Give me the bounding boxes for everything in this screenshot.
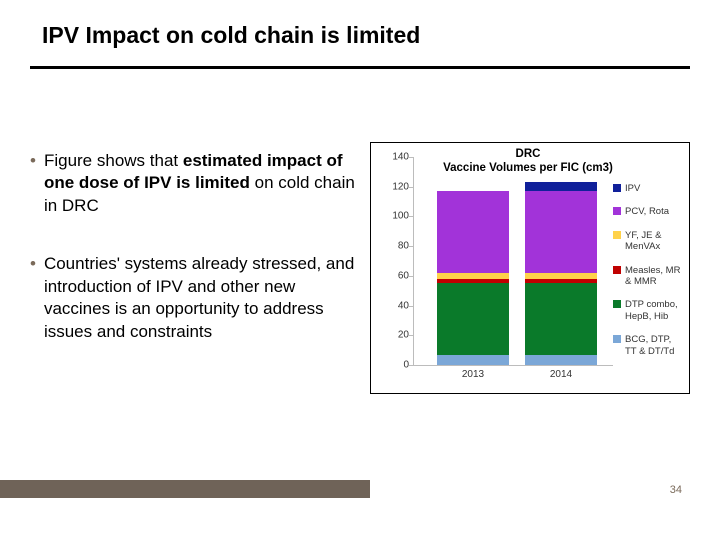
bullet-text: Figure shows that estimated impact of on…: [44, 150, 360, 217]
footer-bar: [0, 480, 370, 498]
legend-item: YF, JE & MenVAx: [613, 230, 683, 253]
bar-segment: [437, 191, 509, 273]
legend-swatch: [613, 207, 621, 215]
y-tick-label: 140: [385, 152, 409, 163]
slide-title: IPV Impact on cold chain is limited: [42, 22, 420, 49]
bullet-item: • Countries' systems already stressed, a…: [30, 253, 360, 343]
y-tick-label: 20: [385, 330, 409, 341]
bar-segment: [437, 355, 509, 365]
page-number: 34: [670, 484, 682, 496]
y-tick-mark: [409, 187, 413, 188]
bar-column: [525, 182, 597, 365]
y-tick-mark: [409, 276, 413, 277]
legend-swatch: [613, 184, 621, 192]
legend-label: DTP combo, HepB, Hib: [625, 299, 683, 322]
legend-item: Measles, MR & MMR: [613, 265, 683, 288]
y-tick-label: 40: [385, 300, 409, 311]
y-tick-label: 0: [385, 360, 409, 371]
x-tick-label: 2013: [437, 369, 509, 380]
bullet-list: • Figure shows that estimated impact of …: [30, 150, 360, 379]
chart-plot-area: 02040608010012014020132014: [413, 157, 613, 365]
y-tick-label: 120: [385, 181, 409, 192]
y-tick-mark: [409, 246, 413, 247]
y-tick-mark: [409, 306, 413, 307]
bar-segment: [525, 191, 597, 273]
y-tick-mark: [409, 216, 413, 217]
bullet-text-pre: Countries' systems already stressed, and…: [44, 254, 354, 340]
x-axis: [413, 365, 613, 366]
y-tick-label: 80: [385, 241, 409, 252]
legend-item: IPV: [613, 183, 683, 194]
chart-legend: IPV PCV, Rota YF, JE & MenVAx Measles, MR &…: [613, 183, 683, 369]
y-tick-mark: [409, 157, 413, 158]
bullet-text: Countries' systems already stressed, and…: [44, 253, 360, 343]
bar-segment: [437, 283, 509, 354]
x-tick-label: 2014: [525, 369, 597, 380]
legend-item: BCG, DTP, TT & DT/Td: [613, 334, 683, 357]
title-rule: [30, 66, 690, 69]
y-tick-mark: [409, 335, 413, 336]
legend-label: YF, JE & MenVAx: [625, 230, 683, 253]
y-tick-label: 100: [385, 211, 409, 222]
legend-item: DTP combo, HepB, Hib: [613, 299, 683, 322]
legend-swatch: [613, 231, 621, 239]
bullet-marker-icon: •: [30, 150, 36, 217]
legend-swatch: [613, 266, 621, 274]
bar-segment: [525, 182, 597, 191]
legend-swatch: [613, 335, 621, 343]
bar-segment: [525, 355, 597, 365]
bar-column: [437, 191, 509, 365]
y-tick-mark: [409, 365, 413, 366]
y-axis: [413, 157, 414, 365]
bar-segment: [525, 283, 597, 354]
bullet-marker-icon: •: [30, 253, 36, 343]
legend-label: Measles, MR & MMR: [625, 265, 683, 288]
legend-swatch: [613, 300, 621, 308]
legend-label: IPV: [625, 183, 683, 194]
bullet-item: • Figure shows that estimated impact of …: [30, 150, 360, 217]
y-tick-label: 60: [385, 270, 409, 281]
bullet-text-pre: Figure shows that: [44, 151, 183, 170]
chart-container: DRC Vaccine Volumes per FIC (cm3) 020406…: [370, 142, 690, 394]
legend-item: PCV, Rota: [613, 206, 683, 217]
legend-label: PCV, Rota: [625, 206, 683, 217]
legend-label: BCG, DTP, TT & DT/Td: [625, 334, 683, 357]
